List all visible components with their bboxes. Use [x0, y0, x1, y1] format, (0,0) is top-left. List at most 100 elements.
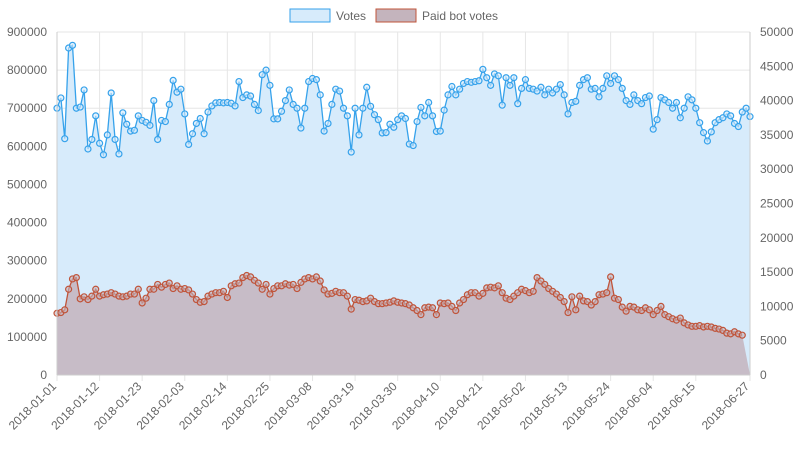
point-votes: [440, 106, 448, 114]
point-votes: [703, 137, 712, 145]
legend-swatch-votes: [289, 8, 331, 23]
point-paid-bot-votes: [142, 294, 150, 302]
point-votes: [328, 100, 336, 109]
point-votes: [200, 130, 208, 138]
point-votes: [742, 104, 750, 112]
point-votes: [366, 102, 375, 110]
point-votes: [80, 86, 88, 94]
point-paid-bot-votes: [564, 308, 572, 317]
point-votes: [444, 91, 452, 99]
point-votes: [707, 128, 715, 136]
y-left-tick-label: 300000: [7, 254, 47, 268]
point-votes: [262, 66, 270, 74]
y-left-tick-label: 700000: [7, 101, 47, 115]
point-votes: [521, 76, 530, 84]
point-votes: [99, 151, 108, 159]
point-votes: [61, 135, 69, 143]
point-paid-bot-votes: [572, 306, 580, 314]
point-votes: [181, 110, 189, 118]
point-paid-bot-votes: [494, 282, 502, 290]
point-votes: [637, 100, 646, 108]
point-paid-bot-votes: [607, 273, 615, 281]
point-votes: [506, 81, 514, 89]
point-votes: [475, 77, 483, 85]
point-votes: [320, 127, 328, 135]
point-paid-bot-votes: [235, 279, 243, 287]
point-votes: [494, 72, 502, 80]
point-votes: [626, 100, 634, 109]
point-votes: [514, 100, 522, 108]
point-votes: [413, 117, 421, 126]
point-votes: [336, 87, 344, 95]
point-votes: [428, 112, 437, 120]
point-votes: [665, 98, 673, 107]
point-votes: [487, 81, 495, 89]
point-votes: [188, 130, 197, 138]
point-votes: [498, 101, 506, 109]
x-tick-label: 2018-06-27: [699, 379, 753, 433]
y-right-tick-label: 30000: [760, 162, 794, 176]
point-votes: [421, 112, 429, 120]
point-votes: [258, 71, 266, 79]
point-paid-bot-votes: [576, 292, 584, 300]
point-paid-bot-votes: [188, 290, 197, 298]
series-points: [53, 41, 754, 339]
point-paid-bot-votes: [738, 331, 746, 339]
point-votes: [382, 129, 390, 137]
point-votes: [572, 97, 580, 105]
point-votes: [185, 140, 193, 149]
point-votes: [425, 98, 433, 107]
point-votes: [277, 107, 286, 115]
point-votes: [359, 104, 367, 112]
point-votes: [165, 100, 173, 109]
point-votes: [552, 85, 561, 93]
point-votes: [347, 148, 355, 156]
point-votes: [653, 116, 661, 124]
y-right-tick-label: 5000: [760, 334, 787, 348]
point-votes: [115, 150, 123, 158]
point-votes: [339, 104, 348, 112]
point-votes: [649, 125, 657, 133]
point-votes: [231, 102, 239, 110]
point-votes: [324, 119, 332, 128]
point-paid-bot-votes: [347, 305, 355, 313]
point-paid-bot-votes: [498, 289, 506, 297]
point-votes: [204, 108, 212, 116]
point-votes: [448, 82, 456, 91]
y-right-tick-label: 0: [760, 368, 767, 382]
legend-item-paid-bot-votes[interactable]: Paid bot votes: [375, 8, 498, 23]
y-left-tick-label: 400000: [7, 216, 47, 230]
point-paid-bot-votes: [603, 289, 611, 297]
point-votes: [556, 80, 564, 89]
point-votes: [355, 131, 363, 139]
legend-label-votes: Votes: [336, 9, 366, 23]
point-votes: [266, 81, 274, 89]
y-left-tick-label: 0: [40, 368, 47, 382]
point-paid-bot-votes: [258, 285, 266, 293]
point-paid-bot-votes: [65, 285, 73, 293]
point-paid-bot-votes: [560, 298, 568, 306]
point-votes: [177, 85, 185, 93]
y-right-tick-label: 10000: [760, 299, 794, 313]
point-votes: [614, 76, 622, 84]
point-paid-bot-votes: [568, 293, 576, 301]
y-right-tick-label: 50000: [760, 25, 794, 39]
point-votes: [374, 116, 382, 124]
legend-swatch-paid-bot-votes: [375, 8, 417, 23]
y-right-tick-label: 15000: [760, 265, 794, 279]
point-paid-bot-votes: [92, 285, 100, 293]
legend[interactable]: Votes Paid bot votes: [289, 8, 498, 23]
point-votes: [274, 115, 282, 123]
legend-item-votes[interactable]: Votes: [289, 8, 366, 23]
point-votes: [134, 112, 142, 120]
point-votes: [370, 111, 379, 119]
point-votes: [537, 83, 545, 91]
point-paid-bot-votes: [316, 277, 324, 285]
point-votes: [696, 119, 704, 127]
area-paid-bot-votes: [57, 275, 750, 375]
point-votes: [668, 104, 677, 112]
point-votes: [297, 124, 305, 132]
point-paid-bot-votes: [138, 299, 146, 307]
point-votes: [630, 91, 638, 99]
point-paid-bot-votes: [130, 290, 139, 298]
